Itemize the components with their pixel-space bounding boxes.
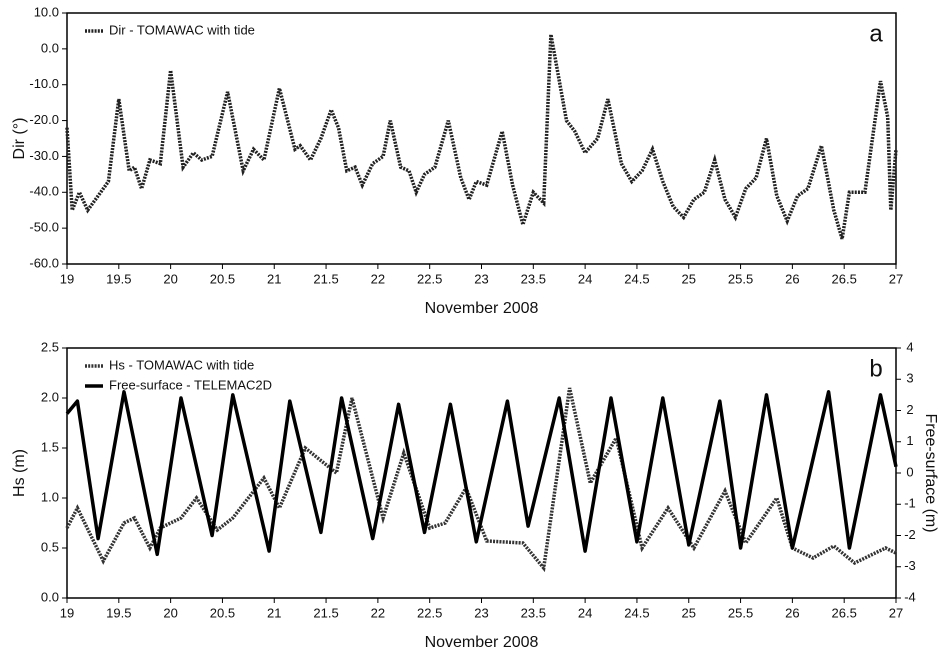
y2-axis-label: Free-surface (m) — [922, 413, 939, 532]
legend-label: Hs - TOMAWAC with tide — [109, 357, 254, 372]
x-tick-label: 22 — [371, 271, 385, 286]
y2-tick-label: 3 — [906, 371, 913, 386]
y2-tick-label: 1 — [906, 433, 913, 448]
y-tick-label: 10.0 — [34, 4, 59, 19]
x-tick-label: 23.5 — [521, 271, 546, 286]
y-tick-label: -30.0 — [29, 148, 59, 163]
x-tick-label: 23 — [474, 271, 488, 286]
y2-tick-label: -2 — [904, 527, 916, 542]
x-tick-label: 21.5 — [313, 605, 338, 620]
y-tick-label: 0.0 — [41, 40, 59, 55]
x-tick-label: 19 — [60, 271, 74, 286]
x-tick-label: 26.5 — [832, 271, 857, 286]
data-line — [65, 34, 898, 240]
x-tick-label: 27 — [889, 271, 903, 286]
data-line — [65, 387, 897, 573]
x-axis-label: November 2008 — [425, 300, 539, 317]
y2-tick-label: 0 — [906, 464, 913, 479]
y-axis-label: Hs (m) — [11, 449, 28, 497]
y-tick-label: -10.0 — [29, 76, 59, 91]
x-tick-label: 26.5 — [832, 605, 857, 620]
y-tick-label: 2.5 — [41, 339, 59, 354]
x-tick-label: 20 — [163, 271, 177, 286]
x-tick-label: 22.5 — [417, 605, 442, 620]
y2-tick-label: 2 — [906, 402, 913, 417]
y-tick-label: 0.0 — [41, 589, 59, 604]
x-tick-label: 26 — [785, 605, 799, 620]
y2-tick-label: -1 — [904, 496, 916, 511]
x-tick-label: 21.5 — [313, 271, 338, 286]
data-line — [65, 390, 898, 557]
x-tick-label: 25 — [682, 605, 696, 620]
x-tick-label: 19.5 — [106, 605, 131, 620]
x-tick-label: 24.5 — [624, 605, 649, 620]
legend-label: Free-surface - TELEMAC2D — [109, 377, 272, 392]
x-tick-label: 21 — [267, 271, 281, 286]
x-tick-label: 26 — [785, 271, 799, 286]
x-axis-label: November 2008 — [425, 634, 539, 651]
x-tick-label: 23.5 — [521, 605, 546, 620]
x-tick-label: 24.5 — [624, 271, 649, 286]
y2-tick-label: -4 — [904, 589, 916, 604]
x-tick-label: 25.5 — [728, 605, 753, 620]
x-tick-label: 19 — [60, 605, 74, 620]
x-tick-label: 23 — [474, 605, 488, 620]
x-tick-label: 25 — [682, 271, 696, 286]
plot-frame — [66, 12, 897, 265]
y-tick-label: 1.0 — [41, 489, 59, 504]
x-tick-label: 21 — [267, 605, 281, 620]
x-tick-label: 19.5 — [106, 271, 131, 286]
x-tick-label: 22 — [371, 605, 385, 620]
y-tick-label: 1.5 — [41, 439, 59, 454]
y-tick-label: -50.0 — [29, 220, 59, 235]
y2-tick-label: -3 — [904, 558, 916, 573]
y-tick-label: -60.0 — [29, 255, 59, 270]
y-axis-label: Dir (°) — [11, 118, 28, 160]
y-tick-label: 0.5 — [41, 539, 59, 554]
x-tick-label: 24 — [578, 605, 592, 620]
x-tick-label: 20.5 — [210, 605, 235, 620]
y-tick-label: -20.0 — [29, 112, 59, 127]
panel-label: a — [869, 20, 883, 47]
x-tick-label: 20.5 — [210, 271, 235, 286]
legend-label: Dir - TOMAWAC with tide — [109, 22, 255, 37]
y-tick-label: -40.0 — [29, 184, 59, 199]
y2-tick-label: 4 — [906, 339, 913, 354]
x-tick-label: 20 — [163, 605, 177, 620]
panel-label: b — [869, 355, 882, 382]
x-tick-label: 22.5 — [417, 271, 442, 286]
x-tick-label: 27 — [889, 605, 903, 620]
y-tick-label: 2.0 — [41, 389, 59, 404]
x-tick-label: 25.5 — [728, 271, 753, 286]
x-tick-label: 24 — [578, 271, 592, 286]
